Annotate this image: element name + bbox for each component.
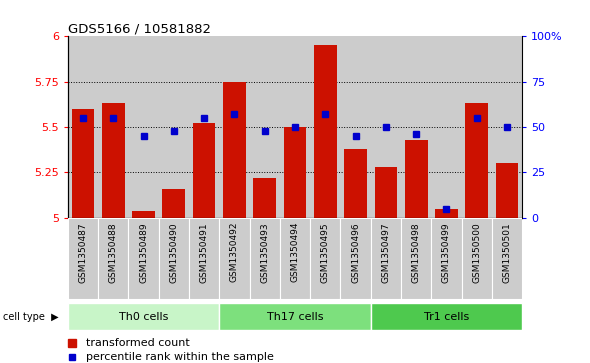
Text: Th0 cells: Th0 cells [119,312,168,322]
Bar [371,218,401,299]
Bar [253,178,276,218]
Text: GSM1350496: GSM1350496 [351,222,360,282]
Bar [159,36,189,218]
Bar [159,218,189,299]
Text: GSM1350499: GSM1350499 [442,222,451,282]
Bar [219,218,250,299]
Bar [496,163,519,218]
Bar [375,167,397,218]
Bar [219,36,250,218]
Text: Tr1 cells: Tr1 cells [424,312,469,322]
Bar [492,218,522,299]
Bar [98,36,129,218]
Text: cell type  ▶: cell type ▶ [3,312,58,322]
Bar [461,36,492,218]
Bar [310,218,340,299]
Bar [280,218,310,299]
Bar [466,103,488,218]
Bar [68,218,98,299]
Bar [71,109,94,218]
Bar [314,45,337,218]
Bar [68,303,219,330]
Text: GSM1350487: GSM1350487 [78,222,87,282]
Bar [219,303,371,330]
Bar [435,209,458,218]
Text: GSM1350493: GSM1350493 [260,222,269,282]
Text: Th17 cells: Th17 cells [267,312,323,322]
Bar [371,303,522,330]
Bar [340,218,371,299]
Text: GSM1350489: GSM1350489 [139,222,148,282]
Bar [250,218,280,299]
Bar [461,218,492,299]
Bar [102,103,124,218]
Bar [401,36,431,218]
Text: GSM1350490: GSM1350490 [169,222,178,282]
Bar [98,218,129,299]
Bar [189,36,219,218]
Bar [162,189,185,218]
Bar [431,218,461,299]
Bar [401,218,431,299]
Bar [431,36,461,218]
Bar [250,36,280,218]
Text: GSM1350494: GSM1350494 [290,222,300,282]
Text: GSM1350500: GSM1350500 [472,222,481,283]
Bar [371,36,401,218]
Text: GSM1350495: GSM1350495 [321,222,330,282]
Text: GSM1350497: GSM1350497 [381,222,391,282]
Bar [310,36,340,218]
Bar [344,149,367,218]
Bar [68,36,98,218]
Bar [129,218,159,299]
Bar [340,36,371,218]
Bar [223,82,246,218]
Bar [405,140,428,218]
Text: GSM1350492: GSM1350492 [230,222,239,282]
Text: GSM1350488: GSM1350488 [109,222,118,282]
Text: GSM1350498: GSM1350498 [412,222,421,282]
Text: GSM1350501: GSM1350501 [503,222,512,283]
Text: transformed count: transformed count [86,338,190,348]
Text: GDS5166 / 10581882: GDS5166 / 10581882 [68,22,211,35]
Bar [193,123,215,218]
Bar [129,36,159,218]
Bar [492,36,522,218]
Bar [280,36,310,218]
Bar [132,211,155,218]
Bar [284,127,306,218]
Text: GSM1350491: GSM1350491 [199,222,209,282]
Text: percentile rank within the sample: percentile rank within the sample [86,352,274,362]
Bar [189,218,219,299]
